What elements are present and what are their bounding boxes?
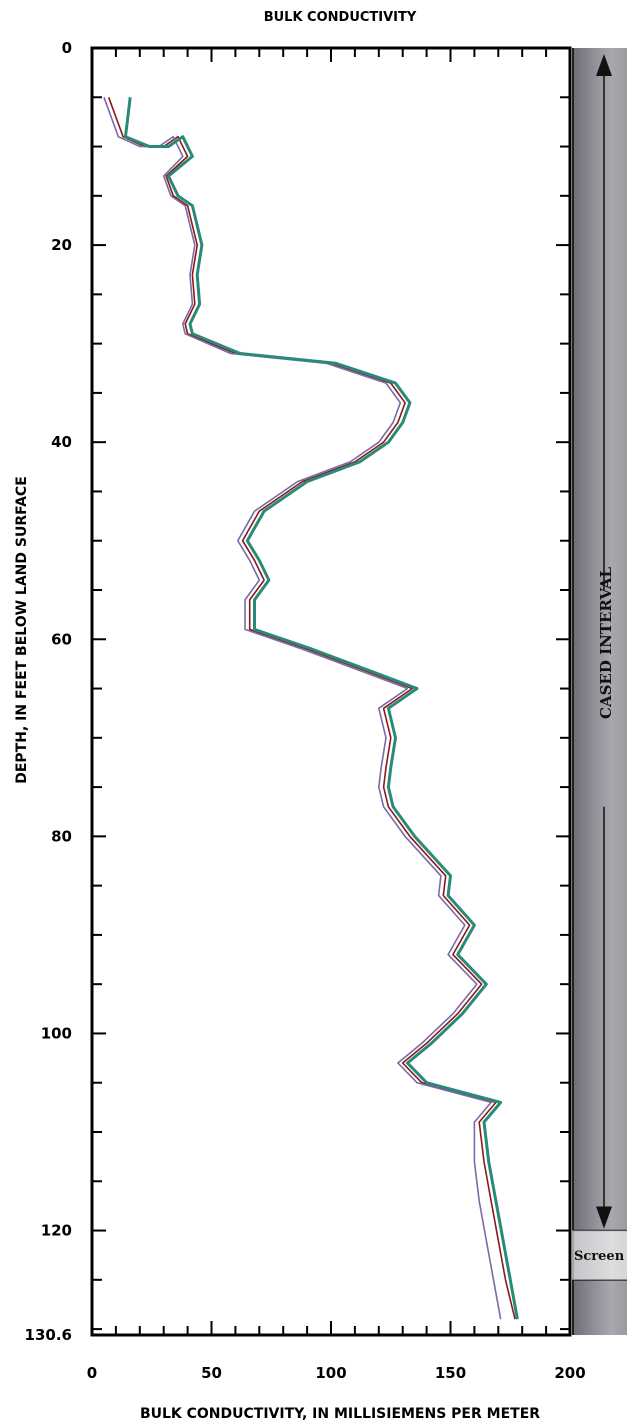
- x-tick-label: 50: [201, 1364, 222, 1382]
- y-tick-label: 130.6: [25, 1326, 72, 1344]
- y-tick-label: 20: [51, 236, 72, 254]
- y-tick-label: 0: [62, 39, 72, 57]
- y-tick-label: 100: [41, 1024, 72, 1042]
- plot-area: [90, 46, 572, 1337]
- screen-interval-box: Screen: [554, 1230, 627, 1280]
- cased-interval-label: CASED INTERVAL: [597, 567, 615, 719]
- x-tick-label: 200: [554, 1364, 585, 1382]
- series-line-3: [124, 97, 519, 1320]
- axis-ticks: [92, 48, 570, 1335]
- tick-labels: 0 50 100 150 200 0 20 40 60 80 100 120 130.6: [25, 39, 586, 1382]
- y-axis-label: DEPTH, IN FEET BELOW LAND SURFACE: [14, 476, 30, 784]
- chart-title: BULK CONDUCTIVITY: [264, 10, 417, 25]
- series-layer: [103, 97, 519, 1320]
- y-tick-label: 40: [51, 433, 72, 451]
- arrow-down-icon: [596, 1206, 612, 1229]
- screen-label: Screen: [574, 1249, 625, 1264]
- x-tick-label: 0: [87, 1364, 97, 1382]
- series-line-1: [107, 97, 516, 1320]
- arrow-up-icon: [596, 54, 612, 76]
- y-tick-label: 60: [51, 630, 72, 648]
- y-tick-label: 120: [41, 1222, 72, 1240]
- y-tick-label: 80: [51, 827, 72, 845]
- x-tick-label: 150: [435, 1364, 466, 1382]
- series-line-2: [103, 97, 502, 1320]
- x-axis-label: BULK CONDUCTIVITY, IN MILLISIEMENS PER M…: [140, 1406, 540, 1422]
- x-tick-label: 100: [315, 1364, 346, 1382]
- cased-interval-panel: [573, 48, 627, 1335]
